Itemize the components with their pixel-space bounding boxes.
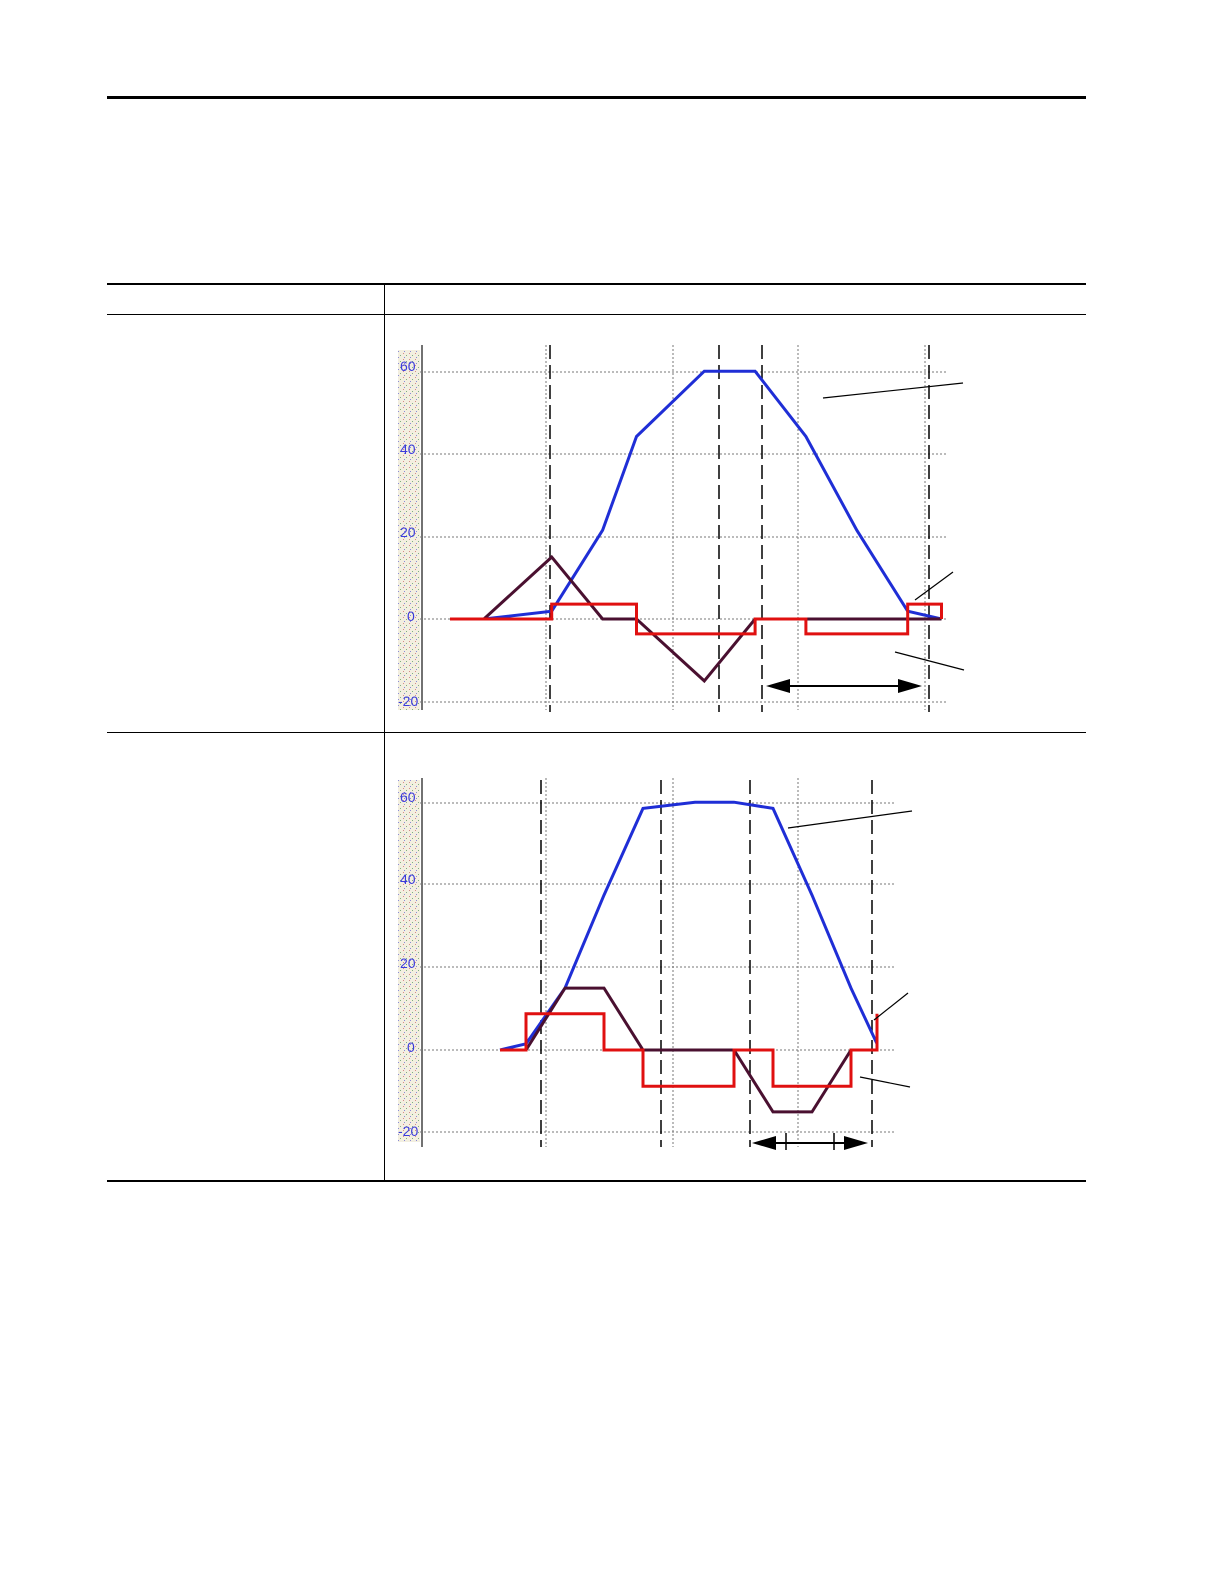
callout-line xyxy=(859,1076,911,1088)
jerk-series xyxy=(500,986,877,1114)
callout-line xyxy=(894,651,965,671)
table-row-divider xyxy=(107,732,1086,733)
axis-strip xyxy=(398,780,420,1142)
y-tick-label: -20 xyxy=(398,1123,418,1139)
table-top-rule xyxy=(107,283,1086,285)
callout-line xyxy=(822,382,964,399)
acceleration-series xyxy=(500,1012,879,1088)
y-tick-label: 60 xyxy=(400,789,416,805)
axis-strip xyxy=(398,350,420,710)
table-column-divider xyxy=(384,284,385,1181)
jerk-series xyxy=(450,554,942,684)
y-tick-label: -20 xyxy=(398,693,418,709)
acceleration-series xyxy=(450,602,943,636)
y-tick-label: 0 xyxy=(407,608,415,624)
y-tick-label: 20 xyxy=(400,524,416,540)
callout-line xyxy=(914,571,954,601)
page-header-rule xyxy=(107,96,1086,99)
y-tick-label: 20 xyxy=(400,955,416,971)
table-header-rule xyxy=(107,314,1086,315)
y-tick-label: 40 xyxy=(400,441,416,457)
callout-line xyxy=(873,992,909,1021)
y-tick-label: 0 xyxy=(407,1039,415,1055)
s-curve-profile-chart: 60 40 20 0 -20 xyxy=(390,340,980,715)
table-bottom-rule xyxy=(107,1180,1086,1182)
velocity-series xyxy=(450,369,942,621)
callout-line xyxy=(787,810,913,829)
time-span-arrow xyxy=(752,1133,868,1150)
y-tick-label: 40 xyxy=(400,871,416,887)
y-tick-label: 60 xyxy=(400,358,416,374)
trapezoidal-profile-chart: 60 40 20 0 -20 xyxy=(390,775,980,1150)
time-span-arrow xyxy=(766,679,922,693)
